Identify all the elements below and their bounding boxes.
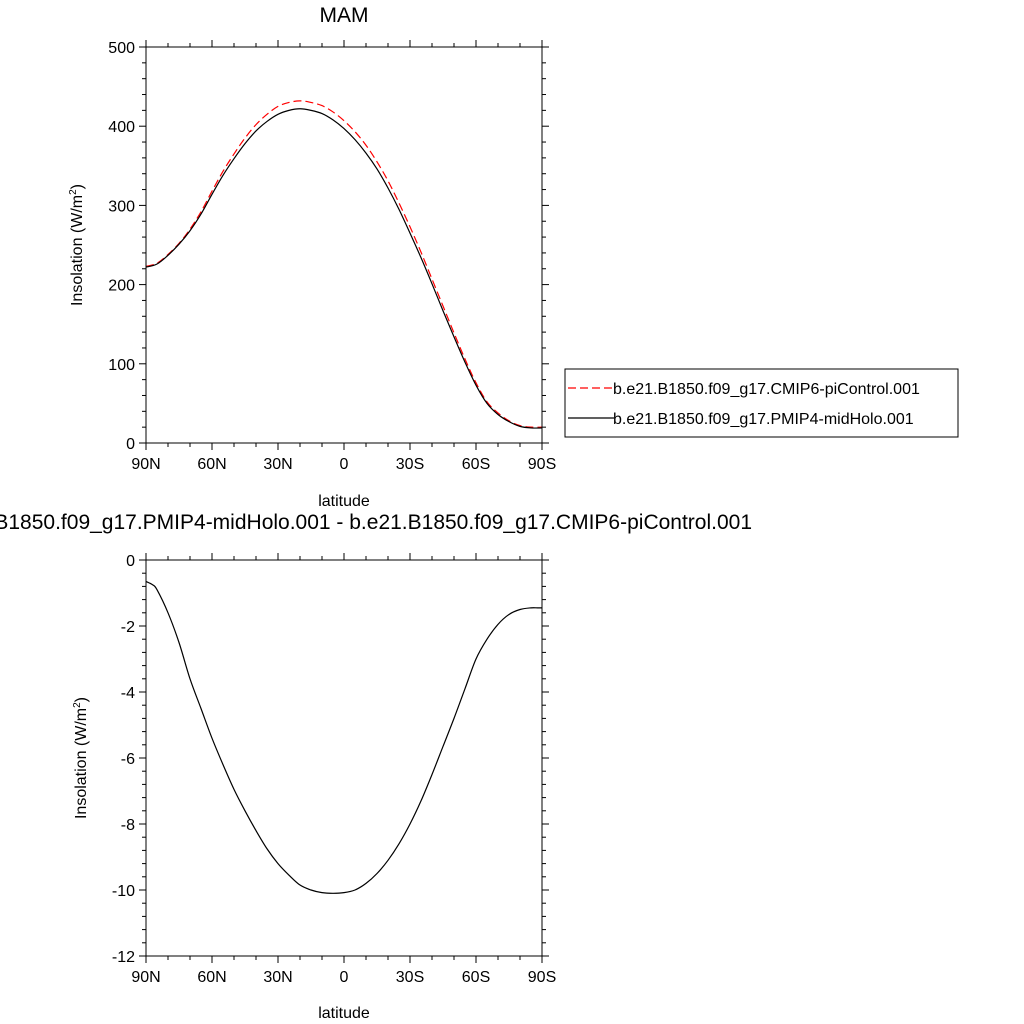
legend: b.e21.B1850.f09_g17.CMIP6-piControl.001 …	[564, 368, 959, 438]
y-tick-label: -2	[121, 619, 135, 636]
x-tick-label: 60N	[197, 969, 226, 986]
y-tick-label: -10	[112, 883, 135, 900]
y-tick-label: -12	[112, 949, 135, 966]
series-line-0-1	[145, 108, 543, 429]
bottom-panel-marks: 90N 60N 30N 0 30S 60S 90S 0 -2 -4 -6 -8 -10 -12	[112, 553, 556, 986]
y-tick-label: -4	[121, 685, 135, 702]
plot-frame	[145, 46, 543, 444]
y-tick-label: -6	[121, 751, 135, 768]
x-tick-label: 30S	[396, 456, 424, 473]
chart-title: MAM	[320, 4, 369, 27]
series-line-0-0	[145, 100, 543, 428]
top-panel-marks: 90N 60N 30N 0 30S 60S 90S 0 100 200 300 400 500	[108, 40, 556, 473]
legend-label-picontrol: b.e21.B1850.f09_g17.CMIP6-piControl.001	[613, 381, 920, 398]
x-axis-label: latitude	[318, 1005, 370, 1022]
plot-frame	[145, 559, 543, 957]
x-tick-label: 90S	[528, 456, 556, 473]
x-tick-label: 0	[340, 456, 349, 473]
top-panel-mam: MAM 90N 60N 30N 0 30S 60S 90S0100200300400500 …	[68, 4, 959, 510]
y-tick-label: 100	[108, 357, 135, 374]
y-axis-label: Insolation (W/m2)	[72, 697, 90, 819]
y-tick-label: 200	[108, 278, 135, 295]
y-axis-label: Insolation (W/m2)	[68, 184, 86, 306]
legend-box	[564, 368, 959, 438]
x-tick-label: 0	[340, 969, 349, 986]
x-tick-label: 60S	[462, 456, 490, 473]
y-tick-label: 0	[126, 553, 135, 570]
x-tick-label: 90S	[528, 969, 556, 986]
y-tick-label: -8	[121, 817, 135, 834]
x-axis-label: latitude	[318, 493, 370, 510]
y-tick-label: 0	[126, 436, 135, 453]
y-tick-label: 300	[108, 198, 135, 215]
series-line-1-0	[145, 580, 542, 894]
difference-chart-title: b.e21.B1850.f09_g17.PMIP4-midHolo.001 - …	[0, 511, 752, 534]
x-tick-label: 90N	[131, 969, 160, 986]
x-tick-label: 60S	[462, 969, 490, 986]
x-tick-label: 90N	[131, 456, 160, 473]
y-tick-label: 400	[108, 119, 135, 136]
x-tick-label: 60N	[197, 456, 226, 473]
x-tick-label: 30N	[263, 456, 292, 473]
legend-label-midholo: b.e21.B1850.f09_g17.PMIP4-midHolo.001	[613, 411, 914, 428]
y-tick-label: 500	[108, 40, 135, 57]
x-tick-label: 30N	[263, 969, 292, 986]
bottom-panel-difference: b.e21.B1850.f09_g17.PMIP4-midHolo.001 - …	[0, 511, 752, 1022]
x-tick-label: 30S	[396, 969, 424, 986]
